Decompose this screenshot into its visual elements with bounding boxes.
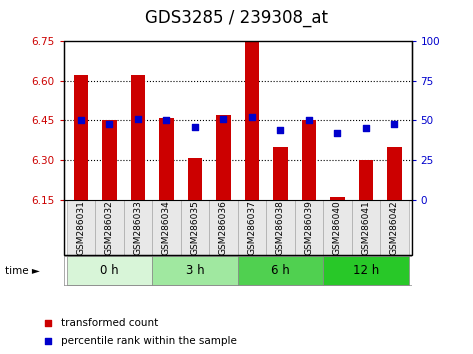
Text: GSM286039: GSM286039	[305, 200, 314, 255]
Text: GSM286037: GSM286037	[247, 200, 256, 255]
Text: 12 h: 12 h	[353, 264, 379, 277]
Bar	[351, 200, 380, 255]
Text: GSM286032: GSM286032	[105, 200, 114, 255]
Point	[248, 114, 256, 120]
Bar	[387, 147, 402, 200]
Point	[277, 127, 284, 133]
Text: GSM286041: GSM286041	[361, 200, 370, 255]
Text: 3 h: 3 h	[185, 264, 204, 277]
Bar	[359, 160, 373, 200]
Point	[219, 116, 227, 122]
Bar	[216, 115, 230, 200]
Text: 6 h: 6 h	[271, 264, 290, 277]
Bar	[323, 256, 409, 285]
Bar	[188, 158, 202, 200]
Text: GSM286042: GSM286042	[390, 200, 399, 255]
Text: 0 h: 0 h	[100, 264, 119, 277]
Text: GSM286034: GSM286034	[162, 200, 171, 255]
Bar	[159, 118, 174, 200]
Text: GSM286033: GSM286033	[133, 200, 142, 255]
Point	[77, 118, 85, 123]
Bar	[209, 200, 237, 255]
Bar	[74, 75, 88, 200]
Bar	[245, 41, 259, 200]
Bar	[295, 200, 323, 255]
Text: transformed count: transformed count	[61, 318, 158, 328]
Bar	[131, 75, 145, 200]
Text: GSM286035: GSM286035	[191, 200, 200, 255]
Bar	[67, 200, 95, 255]
Text: GSM286040: GSM286040	[333, 200, 342, 255]
Point	[105, 121, 113, 126]
Bar	[124, 200, 152, 255]
Point	[362, 125, 370, 131]
Bar	[152, 256, 237, 285]
Point	[305, 118, 313, 123]
Point	[44, 338, 52, 344]
Bar	[181, 200, 209, 255]
Bar	[273, 147, 288, 200]
Point	[134, 116, 142, 122]
Bar	[238, 256, 323, 285]
Bar	[302, 120, 316, 200]
Bar	[380, 200, 409, 255]
Bar	[323, 200, 351, 255]
Bar	[152, 200, 181, 255]
Point	[391, 121, 398, 126]
Text: percentile rank within the sample: percentile rank within the sample	[61, 336, 236, 346]
Bar	[238, 200, 266, 255]
Text: GSM286031: GSM286031	[77, 200, 86, 255]
Bar	[330, 198, 344, 200]
Text: GSM286036: GSM286036	[219, 200, 228, 255]
Bar	[95, 200, 124, 255]
Point	[191, 124, 199, 130]
Bar	[266, 200, 295, 255]
Bar	[67, 256, 152, 285]
Text: time ►: time ►	[5, 266, 40, 276]
Point	[333, 130, 341, 136]
Text: GSM286038: GSM286038	[276, 200, 285, 255]
Point	[44, 320, 52, 326]
Bar	[102, 120, 116, 200]
Text: GDS3285 / 239308_at: GDS3285 / 239308_at	[145, 9, 328, 27]
Point	[163, 118, 170, 123]
